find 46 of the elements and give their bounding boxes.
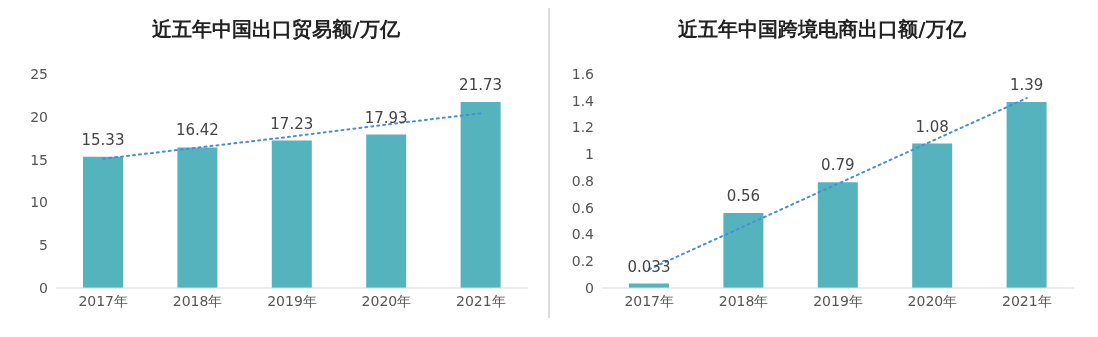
data-label: 1.39 xyxy=(1009,76,1044,95)
bar xyxy=(460,101,501,288)
bar xyxy=(177,147,218,288)
data-label: 0.033 xyxy=(627,257,671,276)
chart-title: 近五年中国跨境电商出口额/万亿 xyxy=(677,16,967,43)
y-tick-label: 0.4 xyxy=(571,226,595,243)
y-tick-label: 1 xyxy=(585,146,594,163)
y-tick-label: 25 xyxy=(30,65,48,82)
x-tick-label: 2020年 xyxy=(361,292,412,309)
y-tick-label: 20 xyxy=(30,108,48,125)
bar xyxy=(723,213,764,288)
data-label: 1.08 xyxy=(915,117,949,136)
bar xyxy=(817,182,858,288)
bar xyxy=(271,140,312,288)
chart-title: 近五年中国出口贸易额/万亿 xyxy=(151,16,401,43)
bar xyxy=(912,143,953,288)
y-tick-label: 1.4 xyxy=(571,92,595,109)
y-tick-label: 15 xyxy=(30,151,48,168)
bar xyxy=(366,134,407,288)
bar xyxy=(83,156,123,288)
y-tick-label: 10 xyxy=(30,194,48,211)
y-tick-label: 0 xyxy=(585,279,594,296)
x-tick-label: 2021年 xyxy=(455,292,506,309)
x-tick-label: 2020年 xyxy=(907,292,958,309)
bar xyxy=(1006,102,1047,288)
data-label: 0.79 xyxy=(821,156,855,175)
x-tick-label: 2018年 xyxy=(718,292,769,309)
x-tick-label: 2017年 xyxy=(624,292,675,309)
data-label: 17.23 xyxy=(270,114,314,133)
x-tick-label: 2017年 xyxy=(78,292,129,309)
data-label: 0.56 xyxy=(726,187,761,206)
data-label: 17.93 xyxy=(364,108,408,127)
y-tick-label: 5 xyxy=(39,237,48,254)
y-tick-label: 0.2 xyxy=(571,253,594,270)
y-tick-label: 0.8 xyxy=(571,172,594,189)
x-tick-label: 2019年 xyxy=(813,292,863,309)
data-label: 15.33 xyxy=(81,130,125,149)
y-tick-label: 0 xyxy=(39,279,48,296)
y-tick-label: 1.6 xyxy=(571,65,595,82)
y-tick-label: 0.6 xyxy=(571,199,595,216)
y-tick-label: 1.2 xyxy=(571,119,594,136)
x-tick-label: 2018年 xyxy=(172,292,223,309)
data-label: 21.73 xyxy=(459,75,503,94)
x-tick-label: 2019年 xyxy=(267,292,317,309)
x-tick-label: 2021年 xyxy=(1001,292,1052,309)
data-label: 16.42 xyxy=(175,121,219,140)
